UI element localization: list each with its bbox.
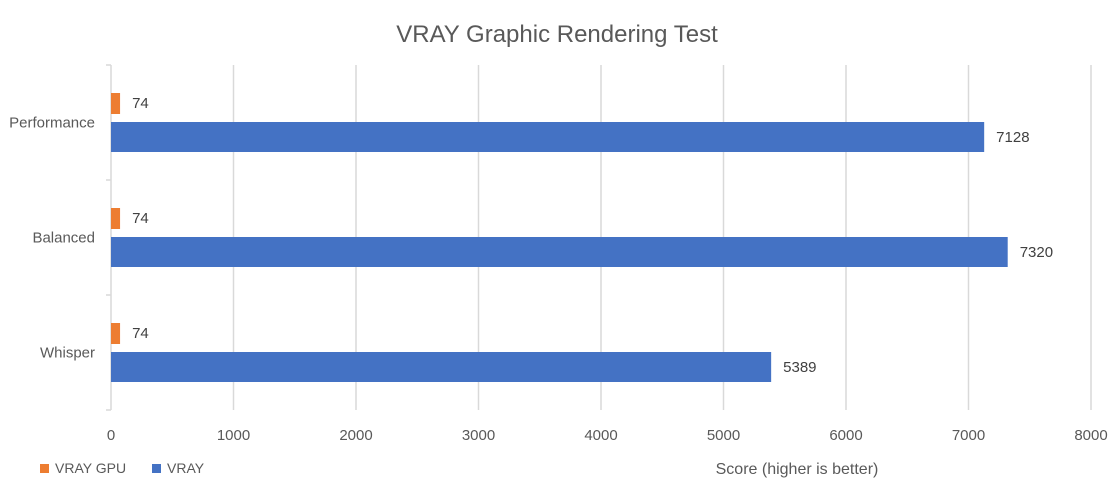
- bar-vray-gpu: [111, 208, 121, 229]
- category-label: Balanced: [32, 230, 95, 247]
- data-label-vray-gpu: 74: [132, 95, 149, 112]
- bar-vray: [111, 237, 1008, 267]
- data-label-vray: 5389: [783, 359, 816, 376]
- x-tick-label: 7000: [952, 427, 985, 444]
- bar-vray-gpu: [111, 323, 121, 344]
- legend-label: VRAY GPU: [55, 460, 126, 476]
- x-tick-label: 0: [107, 427, 115, 444]
- bars-layer: [111, 93, 1008, 382]
- x-tick-label: 8000: [1074, 427, 1107, 444]
- legend-item-vray-gpu: VRAY GPU: [40, 460, 126, 476]
- data-label-vray: 7128: [996, 129, 1029, 146]
- x-tick-label: 3000: [462, 427, 495, 444]
- legend-swatch: [40, 464, 49, 473]
- x-axis-label: Score (higher is better): [716, 461, 879, 478]
- x-tick-label: 2000: [339, 427, 372, 444]
- category-label: Whisper: [40, 345, 95, 362]
- x-tick-label: 6000: [829, 427, 862, 444]
- legend-item-vray: VRAY: [152, 460, 205, 476]
- legend: VRAY GPU VRAY: [40, 460, 205, 476]
- x-tick-label: 5000: [707, 427, 740, 444]
- bar-vray-gpu: [111, 93, 121, 114]
- x-tick-label: 1000: [217, 427, 250, 444]
- legend-swatch: [152, 464, 161, 473]
- labels-layer: 0 1000 2000 3000 4000 5000 6000 7000 8000 Perform…: [9, 95, 1108, 444]
- data-label-vray: 7320: [1020, 244, 1053, 261]
- chart-title: VRAY Graphic Rendering Test: [396, 21, 718, 48]
- bar-vray: [111, 352, 772, 382]
- x-tick-label: 4000: [584, 427, 617, 444]
- data-label-vray-gpu: 74: [132, 325, 149, 342]
- legend-label: VRAY: [167, 460, 205, 476]
- bar-vray: [111, 122, 985, 152]
- category-label: Performance: [9, 115, 95, 132]
- data-label-vray-gpu: 74: [132, 210, 149, 227]
